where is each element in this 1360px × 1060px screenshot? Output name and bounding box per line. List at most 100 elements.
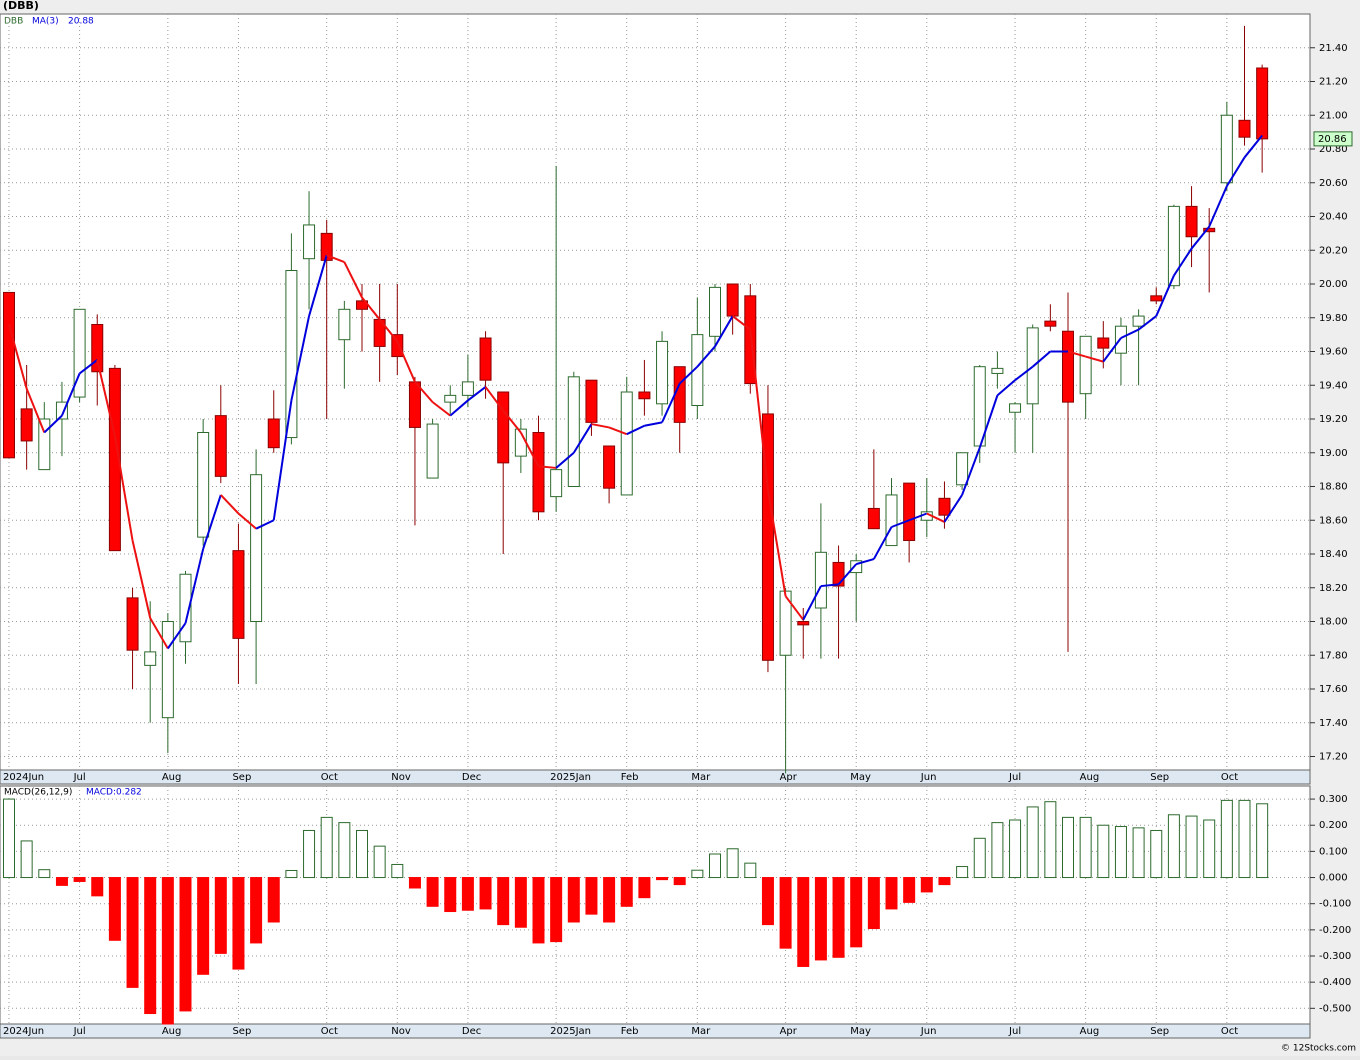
ma-segment	[1173, 248, 1193, 277]
macd-bar	[1220, 799, 1233, 879]
macd-bar	[1026, 806, 1039, 879]
macd-bar	[285, 869, 298, 879]
y-tick-label: -0.400	[1319, 977, 1351, 988]
macd-bar	[1167, 814, 1180, 879]
candle-body	[1185, 205, 1198, 238]
candle-body	[850, 560, 863, 574]
macd-bar	[55, 877, 68, 886]
macd-bar	[797, 877, 810, 967]
ma-segment	[414, 381, 434, 403]
macd-bar	[1079, 816, 1092, 879]
x-tick-label: 2024Jun	[3, 772, 44, 783]
x-tick-label: Nov	[391, 1026, 411, 1037]
ma-segment	[484, 386, 505, 412]
candle-body	[1062, 330, 1074, 403]
ma-segment	[96, 359, 116, 437]
macd-bar	[1062, 816, 1074, 879]
ma-segment	[661, 383, 681, 423]
macd-bar	[73, 877, 86, 882]
candle-body	[1132, 315, 1145, 327]
ma-segment	[326, 254, 345, 263]
page-title: (DBB)	[3, 0, 39, 12]
ma-segment	[1085, 355, 1104, 363]
candle-body	[709, 286, 721, 337]
x-tick-label: Feb	[621, 772, 639, 783]
macd-bar	[567, 877, 580, 923]
x-tick-label: Mar	[691, 772, 711, 783]
candle-body	[550, 469, 563, 498]
candle-body	[197, 432, 210, 538]
y-tick-label: -0.500	[1319, 1003, 1351, 1014]
ma-segment	[113, 435, 134, 541]
x-tick-label: May	[850, 1026, 871, 1037]
x-axis-strip	[0, 769, 1311, 785]
candle-body	[726, 283, 739, 317]
ma-segment	[608, 426, 628, 436]
macd-bar	[1256, 803, 1269, 879]
candle-body	[638, 391, 651, 400]
macd-bar	[726, 848, 739, 879]
candle-body	[1220, 114, 1233, 184]
x-tick-label: Jun	[920, 772, 937, 783]
y-tick-label: 21.40	[1319, 43, 1348, 54]
ma-segment	[1190, 225, 1210, 250]
macd-bar	[126, 877, 139, 988]
candle-body	[1079, 335, 1092, 395]
y-tick-label: 18.00	[1319, 617, 1348, 628]
ma-segment	[872, 526, 893, 560]
macd-bar	[197, 877, 210, 975]
candle-body	[585, 379, 598, 423]
ma-segment	[891, 519, 910, 528]
y-tick-label: 20.80	[1319, 144, 1348, 155]
x-tick-label: Nov	[391, 772, 411, 783]
ma-segment	[1155, 275, 1175, 317]
x-tick-label: Oct	[321, 772, 338, 783]
x-tick-label: Jun	[920, 1026, 937, 1037]
candle-body	[620, 391, 633, 496]
ma-segment	[908, 512, 928, 522]
candle-body	[1150, 295, 1163, 302]
macd-bar	[497, 877, 510, 926]
ma-segment	[519, 432, 540, 467]
candle-body	[1238, 119, 1251, 138]
candle-body	[567, 376, 580, 487]
ma-segment	[25, 388, 46, 433]
ma-segment	[184, 548, 205, 624]
ma-segment	[502, 409, 522, 434]
macd-bar	[638, 877, 651, 899]
macd-bar	[479, 877, 492, 910]
x-tick-label: Sep	[1150, 772, 1169, 783]
macd-bar	[444, 877, 457, 913]
copyright: © 12Stocks.com	[1281, 1044, 1356, 1054]
x-tick-label: May	[850, 772, 871, 783]
candle-body	[426, 423, 439, 479]
y-tick-label: -0.200	[1319, 925, 1351, 936]
macd-bar	[1044, 801, 1057, 879]
y-tick-label: -0.300	[1319, 951, 1351, 962]
candle-body	[744, 295, 757, 385]
ma-segment	[1032, 350, 1052, 368]
y-tick-label: 0.200	[1319, 820, 1348, 831]
candle-body	[832, 561, 845, 587]
ma-segment	[961, 447, 981, 496]
macd-bar	[885, 877, 898, 910]
ma-segment	[978, 395, 999, 449]
macd-bar	[1185, 815, 1198, 879]
ma-segment	[1225, 156, 1246, 187]
ma-segment	[290, 315, 311, 401]
candle-body	[214, 415, 227, 477]
macd-bar	[850, 877, 863, 948]
ma-segment	[237, 512, 257, 530]
x-tick-label: 2025Jan	[550, 1026, 591, 1037]
x-tick-label: Jul	[73, 772, 86, 783]
macd-bar	[1097, 824, 1110, 879]
ma-segment	[43, 414, 63, 434]
ma-segment	[8, 324, 28, 389]
candle-body	[267, 418, 280, 449]
candle-body	[144, 651, 157, 666]
legend-macd-value: MACD:0.282	[86, 788, 142, 798]
y-tick-label: 0.300	[1319, 794, 1348, 805]
y-tick-label: 17.20	[1319, 752, 1348, 763]
last-price-box	[1313, 131, 1353, 147]
candle-body	[1114, 325, 1127, 354]
